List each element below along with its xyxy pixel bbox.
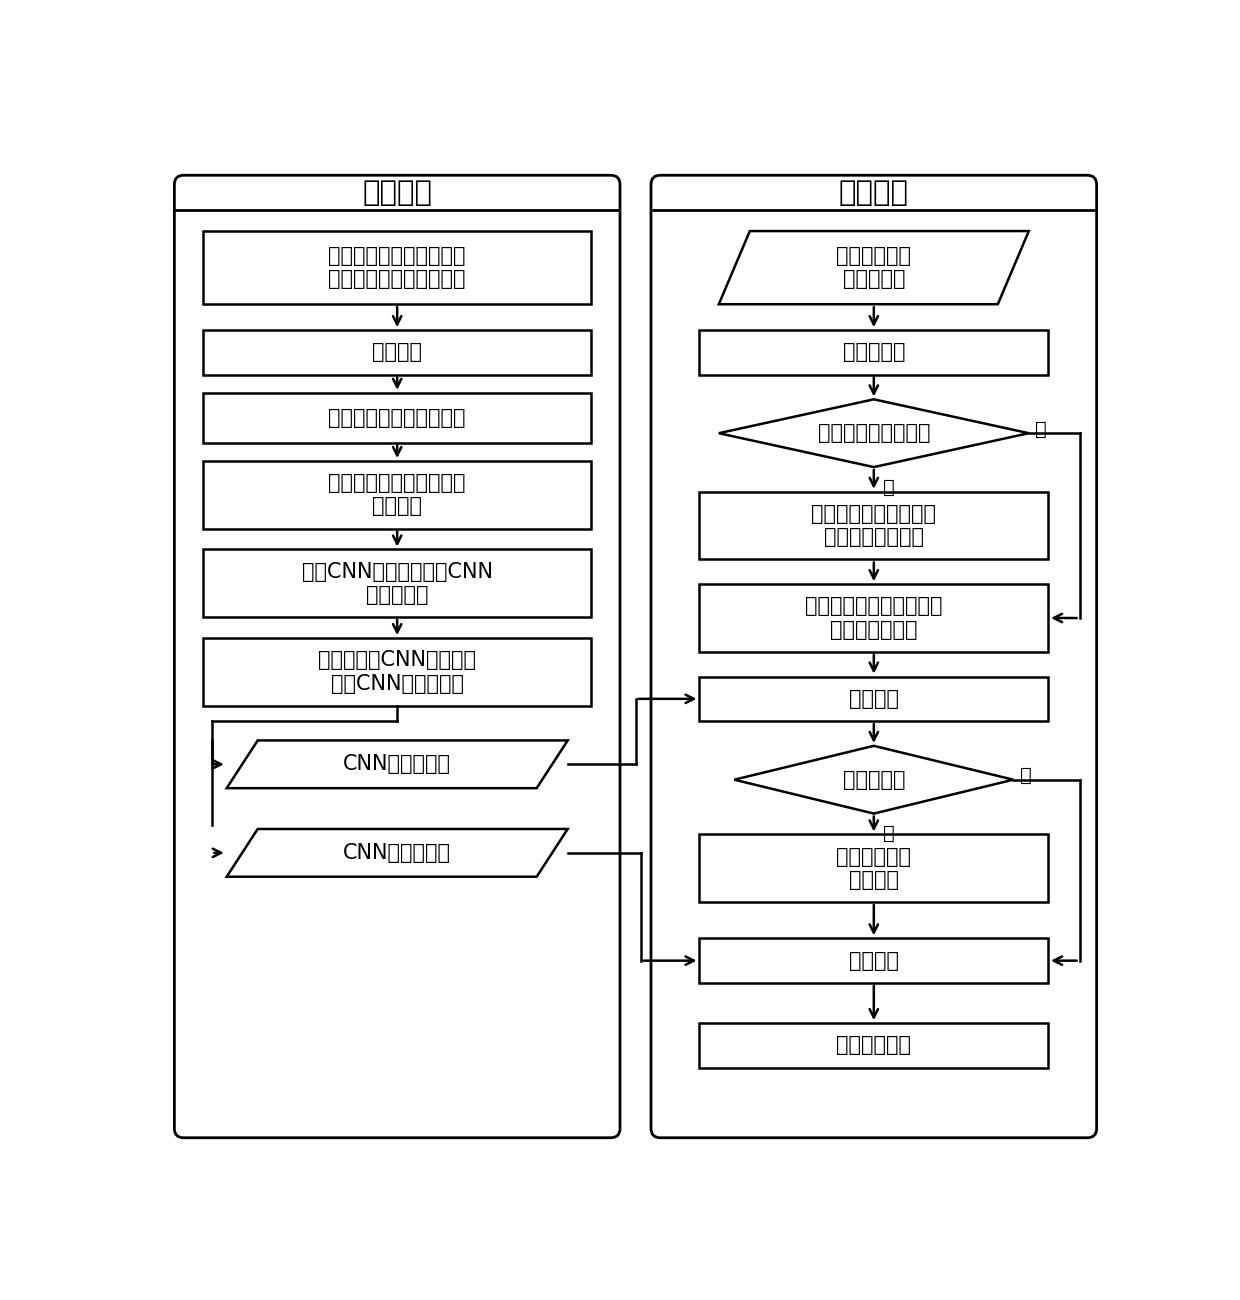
Bar — [203, 462, 591, 529]
Text: 构建CNN二分类模型和CNN
多分类模型: 构建CNN二分类模型和CNN 多分类模型 — [301, 562, 492, 605]
FancyBboxPatch shape — [651, 176, 1096, 1138]
Text: 否: 否 — [1019, 767, 1032, 785]
Polygon shape — [719, 231, 1029, 304]
Text: 拆分成多个小电池板图
像，并记录其位置: 拆分成多个小电池板图 像，并记录其位置 — [811, 504, 936, 547]
Bar — [203, 231, 591, 304]
Bar — [699, 491, 1048, 559]
Text: 缺陷分类: 缺陷分类 — [849, 950, 899, 971]
Text: 输出检测结果: 输出检测结果 — [836, 1035, 911, 1056]
Text: 缺陷检测: 缺陷检测 — [849, 689, 899, 708]
Text: 存在缺陷的电
池板图像: 存在缺陷的电 池板图像 — [836, 846, 911, 889]
Text: 存在缺陷？: 存在缺陷？ — [842, 770, 905, 789]
Bar — [203, 393, 591, 443]
Text: 是拼装电池板图像？: 是拼装电池板图像？ — [817, 424, 930, 443]
Polygon shape — [734, 746, 1013, 814]
Polygon shape — [719, 399, 1029, 467]
Polygon shape — [227, 741, 568, 788]
Text: 收集太阳能电池板各类缺
陷图像与合格图像并分类: 收集太阳能电池板各类缺 陷图像与合格图像并分类 — [329, 246, 466, 290]
Text: 在线检测: 在线检测 — [838, 178, 909, 207]
Text: 转为预设尺寸的灰度图像
并做归一化处理: 转为预设尺寸的灰度图像 并做归一化处理 — [805, 597, 942, 640]
Text: 生成二分类数据集和多分
类数据集: 生成二分类数据集和多分 类数据集 — [329, 473, 466, 516]
Bar — [203, 330, 591, 374]
Bar — [699, 584, 1048, 651]
Bar — [203, 638, 591, 706]
Text: 否: 否 — [1035, 420, 1047, 439]
Text: 待识别太阳能
电池板图像: 待识别太阳能 电池板图像 — [836, 246, 911, 290]
Text: CNN二分类模型: CNN二分类模型 — [343, 754, 451, 775]
Text: 是: 是 — [883, 824, 895, 844]
Text: 转为预设尺寸的灰度图像: 转为预设尺寸的灰度图像 — [329, 408, 466, 428]
Bar — [203, 550, 591, 618]
Bar — [699, 1023, 1048, 1067]
Bar — [699, 939, 1048, 983]
Text: 是: 是 — [883, 478, 895, 497]
Text: 训练并保存CNN二分类模
型和CNN多分类模型: 训练并保存CNN二分类模 型和CNN多分类模型 — [319, 650, 476, 693]
Text: 数据平衡: 数据平衡 — [372, 342, 422, 363]
Bar — [699, 330, 1048, 374]
Text: CNN多分类模型: CNN多分类模型 — [343, 842, 451, 863]
Text: 图像预处理: 图像预处理 — [842, 342, 905, 363]
FancyBboxPatch shape — [175, 176, 620, 1138]
Bar — [699, 676, 1048, 722]
Text: 离线训练: 离线训练 — [362, 178, 433, 207]
Bar — [699, 835, 1048, 902]
Polygon shape — [227, 829, 568, 876]
